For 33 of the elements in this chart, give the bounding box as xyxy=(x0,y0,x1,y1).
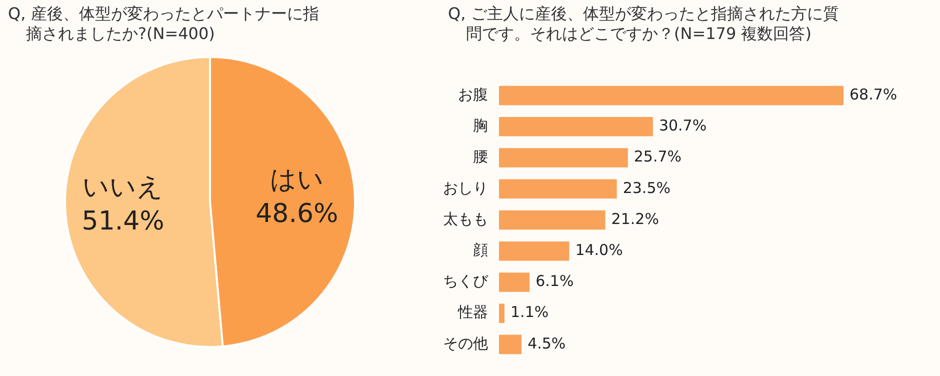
bar xyxy=(499,148,628,168)
bar xyxy=(499,210,606,230)
bar xyxy=(499,117,653,136)
chart-title: Q, 産後、体型が変わったとパートナーに指摘されましたか?(N=400) xyxy=(8,4,320,44)
bar xyxy=(499,304,505,323)
data-label: 14.0% xyxy=(575,241,623,259)
slice-label: いいえ xyxy=(82,172,164,203)
bar xyxy=(499,86,844,106)
y-tick-label: お腹 xyxy=(458,85,488,104)
y-tick-label: その他 xyxy=(443,334,488,352)
bar xyxy=(499,179,617,199)
data-label: 51.4% xyxy=(82,206,164,237)
y-tick-label: 胸 xyxy=(473,116,488,135)
y-tick-label: 性器 xyxy=(457,303,488,322)
data-label: 48.6% xyxy=(256,198,338,229)
data-label: 4.5% xyxy=(528,334,566,352)
y-tick-label: おしり xyxy=(443,178,488,197)
data-label: 1.1% xyxy=(510,303,549,322)
y-tick-label: 太もも xyxy=(443,210,488,228)
bar xyxy=(499,241,570,261)
bar xyxy=(499,334,522,354)
data-label: 68.7% xyxy=(849,85,898,104)
data-label: 23.5% xyxy=(622,178,670,197)
y-tick-label: 顔 xyxy=(473,241,488,259)
chart-title: Q, ご主人に産後、体型が変わったと指摘された方に質問です。それはどこですか？(N=179 複数回答) xyxy=(448,4,840,44)
y-tick-label: 腰 xyxy=(473,148,488,166)
data-label: 25.7% xyxy=(634,148,682,166)
data-label: 21.2% xyxy=(611,210,659,228)
bar xyxy=(499,272,530,292)
data-label: 30.7% xyxy=(658,116,707,135)
data-label: 6.1% xyxy=(536,272,574,290)
slice-label: はい xyxy=(270,164,324,195)
y-tick-label: ちくび xyxy=(443,272,489,290)
